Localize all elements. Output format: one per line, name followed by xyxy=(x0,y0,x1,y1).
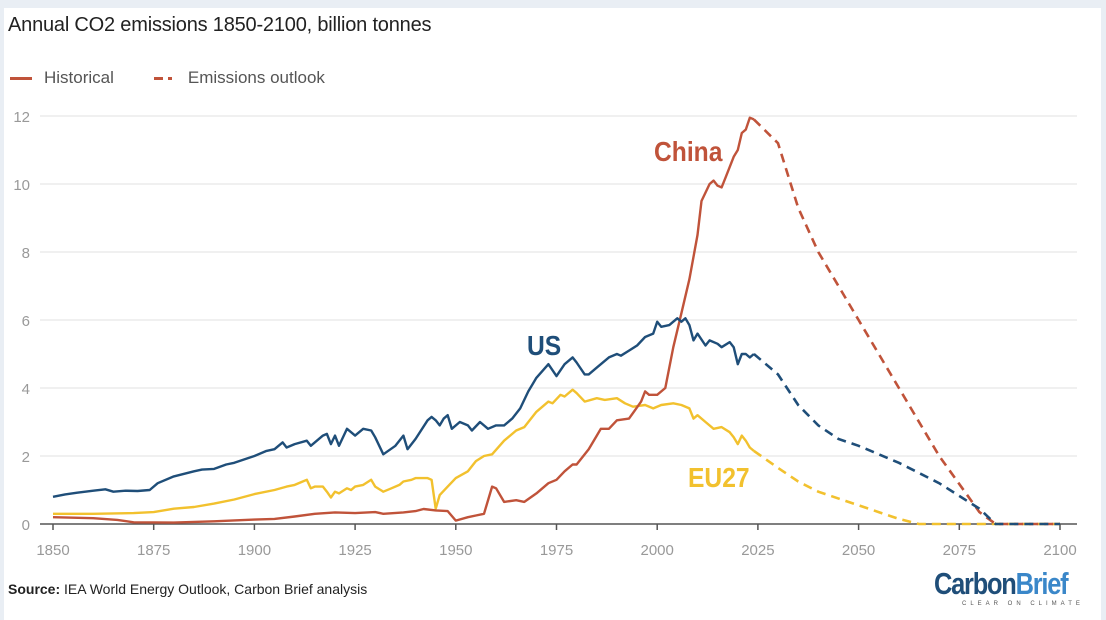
carbon-brief-logo[interactable]: CarbonBrief CLEAR ON CLIMATE xyxy=(934,566,1094,608)
eu27-label: EU27 xyxy=(688,462,750,494)
series-lines xyxy=(52,116,1060,526)
x-tick-label: 1950 xyxy=(439,542,472,559)
x-tick-label: 2000 xyxy=(641,542,674,559)
source-text: IEA World Energy Outlook, Carbon Brief a… xyxy=(60,581,368,597)
x-tick-label: 1850 xyxy=(36,542,69,559)
y-tick-label: 6 xyxy=(22,313,30,330)
legend-label-historical: Historical xyxy=(44,68,114,87)
x-tick-label: 1875 xyxy=(137,542,170,559)
us-label: US xyxy=(527,330,561,362)
x-tick-label: 1975 xyxy=(540,542,573,559)
logo-brief: Brief xyxy=(1015,566,1069,601)
legend: Historical Emissions outlook xyxy=(10,68,365,88)
source-label: Source: xyxy=(8,581,61,597)
eu27-outlook-line xyxy=(753,449,1060,526)
china-outlook-line xyxy=(752,118,1060,526)
china-historical-line xyxy=(52,116,755,524)
china-label: China xyxy=(654,136,723,168)
gridlines xyxy=(40,115,1077,457)
y-tick-label: 8 xyxy=(22,245,30,262)
eu27-historical-line xyxy=(53,388,755,515)
x-axis: 1850 1875 1900 1925 1950 1975 2000 2025 2050 2075… xyxy=(36,523,1077,559)
x-tick-label: 2075 xyxy=(943,542,976,559)
us-outlook-line xyxy=(753,353,1060,526)
y-tick-label: 12 xyxy=(13,109,30,126)
source-note: Source: IEA World Energy Outlook, Carbon… xyxy=(8,581,367,597)
chart-title: Annual CO2 emissions 1850-2100, billion … xyxy=(8,14,432,36)
x-tick-label: 1900 xyxy=(238,542,271,559)
y-tick-label: 10 xyxy=(13,177,30,194)
y-tick-label: 0 xyxy=(22,517,30,534)
series-labels: China US EU27 xyxy=(527,136,750,494)
y-tick-label: 2 xyxy=(22,449,30,466)
x-tick-label: 1925 xyxy=(338,542,371,559)
solid-line-icon xyxy=(10,76,32,80)
dashed-line-icon xyxy=(153,76,176,80)
legend-item-outlook: Emissions outlook xyxy=(153,68,325,88)
logo-carbon: Carbon xyxy=(934,566,1017,601)
logo-tagline: CLEAR ON CLIMATE xyxy=(962,601,1084,607)
logo-wordmark: CarbonBrief xyxy=(934,566,1069,601)
legend-item-historical: Historical xyxy=(10,68,114,88)
legend-label-outlook: Emissions outlook xyxy=(187,68,325,87)
us-historical-line xyxy=(52,317,755,498)
x-tick-label: 2050 xyxy=(842,542,875,559)
y-axis-ticks: 0 2 4 6 8 10 12 xyxy=(13,109,30,534)
chart-card xyxy=(4,8,1101,620)
x-tick-label: 2100 xyxy=(1043,542,1076,559)
y-tick-label: 4 xyxy=(22,381,30,398)
x-tick-label: 2025 xyxy=(741,542,774,559)
